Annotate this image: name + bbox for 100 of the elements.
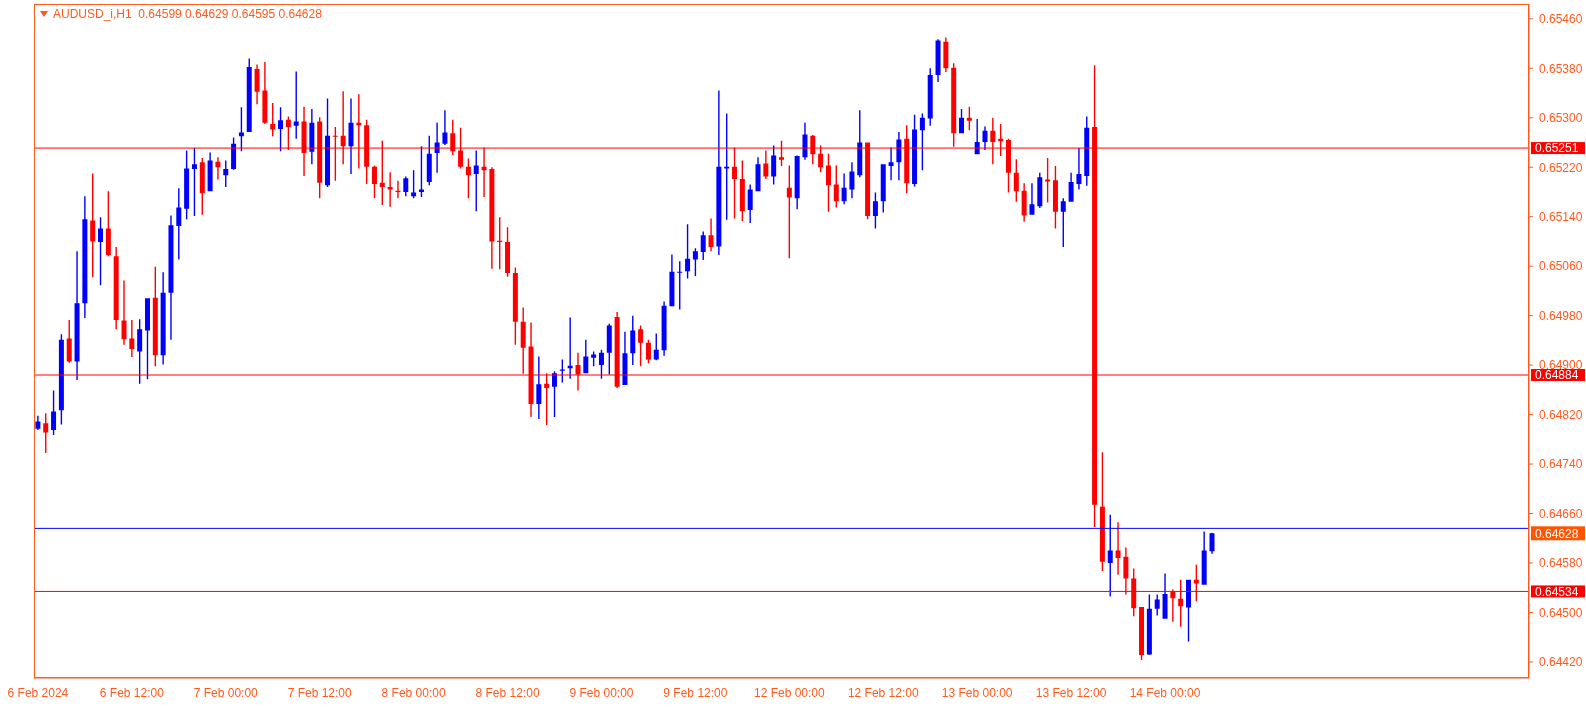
candlestick [144,298,150,380]
candlestick [1029,183,1035,215]
candlestick [82,196,88,319]
candlestick [645,339,651,364]
candlestick [638,325,644,367]
candlestick [708,218,714,252]
candlestick [606,323,612,375]
x-tick-label: 7 Feb 12:00 [287,685,353,700]
candlestick [129,319,135,358]
candlestick [1201,531,1207,585]
candlestick [1186,579,1192,642]
candlestick [661,301,667,356]
x-tick-label: 14 Feb 00:00 [1129,685,1201,700]
ref-line-label: 0.65251 [1535,141,1579,156]
candlestick [943,37,949,73]
y-tick-label: 0.64660 [1539,506,1583,521]
x-tick-label: 12 Feb 12:00 [847,685,919,700]
candlestick [1037,172,1043,209]
candlestick [771,145,777,185]
candlestick [231,137,237,170]
candlestick [207,152,213,192]
candlestick [872,192,878,229]
candlestick [630,315,636,366]
x-tick-label: 7 Feb 00:00 [193,685,259,700]
candlestick [794,155,800,210]
x-tick-label: 6 Feb 12:00 [99,685,165,700]
candlestick [505,227,511,277]
x-tick-label: 12 Feb 00:00 [753,685,826,700]
candlestick [653,333,659,361]
candlestick [215,157,221,180]
candlestick [536,356,542,419]
x-tick-label: 9 Feb 12:00 [663,685,728,700]
candlestick [1146,594,1152,656]
candlestick [1139,606,1145,661]
candlestick [583,339,589,374]
candlestick [199,157,205,215]
candlestick [74,251,80,380]
candlestick [348,98,354,175]
candlestick [959,109,965,134]
candlestick [160,272,166,365]
candlestick [262,62,268,124]
candlestick [896,132,902,181]
candlestick [35,415,41,431]
x-tick-label: 9 Feb 00:00 [569,685,634,700]
candlestick [246,58,252,132]
candlestick [325,98,331,188]
candlestick [113,247,119,330]
candlestick [935,39,941,82]
candlestick [371,165,377,199]
candlestick [912,114,918,187]
candlestick [66,319,72,363]
x-tick-label: 13 Feb 12:00 [1035,685,1107,700]
candlestick [152,266,158,367]
y-tick-label: 0.64500 [1539,605,1583,620]
candlestick [1209,532,1215,554]
candlestick [1052,166,1058,229]
candlestick [755,157,761,192]
candlestick [622,331,628,385]
candlestick [43,413,49,453]
y-tick-label: 0.65380 [1539,61,1583,76]
ref-line-label: 0.64534 [1535,584,1579,599]
x-tick-label: 6 Feb 2024 [7,685,69,700]
candlestick [403,176,409,197]
y-tick-label: 0.65060 [1539,259,1583,274]
y-tick-label: 0.64820 [1539,407,1583,422]
candlestick [841,173,847,205]
candlestick [442,110,448,145]
candlestick [489,167,495,269]
candlestick [716,90,722,256]
candlestick [1162,573,1168,619]
candlestick [1099,452,1105,572]
candlestick [184,150,190,220]
y-tick-label: 0.64980 [1539,308,1583,323]
y-tick-label: 0.65220 [1539,160,1583,175]
candlestick [1068,172,1074,202]
candlestick [888,147,894,181]
candlestick [387,172,393,207]
candlestick [51,390,57,435]
candlestick [1084,116,1090,186]
candlestick [825,153,831,212]
candlestick [747,184,753,223]
candlestick [849,162,855,199]
candlestick [168,215,174,340]
x-tick-label: 13 Feb 00:00 [941,685,1013,700]
candlestick [982,126,988,150]
candlestick [763,150,769,179]
candlestick [700,231,706,260]
candlestick [426,135,432,186]
text: 0.64628 [1535,526,1579,541]
y-tick-label: 0.64580 [1539,556,1583,571]
candlestick [309,109,315,165]
x-tick-label: 8 Feb 12:00 [475,685,540,700]
y-tick-label: 0.64740 [1539,457,1583,472]
candlestick [1013,159,1019,202]
candlestick [1115,522,1121,575]
y-tick-label: 0.65140 [1539,209,1583,224]
candlestick [1154,594,1160,616]
y-tick-label: 0.64420 [1539,655,1583,670]
candlestick [1076,148,1082,190]
candlestick [58,334,64,425]
